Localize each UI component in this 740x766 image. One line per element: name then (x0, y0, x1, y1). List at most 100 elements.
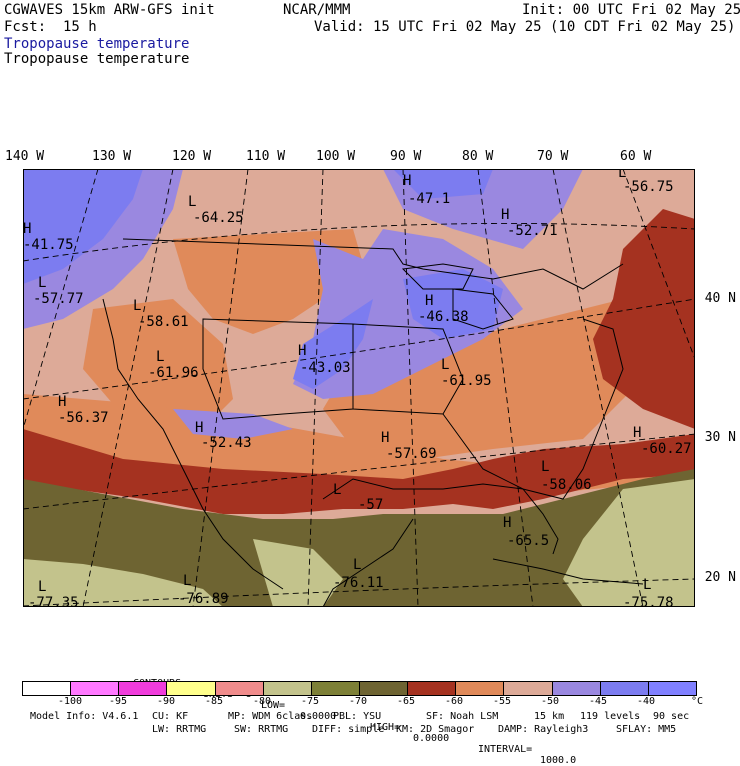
color-swatch (504, 682, 553, 695)
color-swatch (359, 682, 409, 695)
extremum-label: -64.25 (193, 210, 244, 226)
extremum-label: -75.78 (623, 595, 674, 607)
extremum-label: -57.77 (33, 291, 84, 307)
extremum-label: H (381, 430, 389, 446)
model-info-sf: SF: Noah LSM (426, 711, 499, 722)
extremum-label: -61.96 (148, 365, 199, 381)
model-info-damp: DAMP: Rayleigh3 (498, 724, 589, 735)
band-50-45-southwest (173, 409, 293, 439)
extremum-label: H (425, 293, 433, 309)
extremum-label: -47.1 (408, 191, 450, 207)
scale-tick: -65 (396, 696, 416, 707)
scale-tick: -75 (300, 696, 320, 707)
extremum-label: -61.95 (441, 373, 492, 389)
extremum-label: -77.35 (28, 595, 79, 607)
band-75-80-mexico (253, 539, 343, 607)
color-swatch (215, 682, 264, 695)
scale-unit: °C (690, 696, 704, 707)
extremum-label: L (188, 194, 196, 210)
interval-value: 1000.0 (540, 755, 577, 766)
scale-tick: -90 (156, 696, 176, 707)
extremum-label: H (58, 394, 66, 410)
forecast-hour: 15 h (63, 19, 97, 35)
lon-label-60w: 60 W (620, 149, 652, 164)
band-75-80-southeast (563, 479, 695, 607)
extremum-label: L (353, 557, 361, 573)
model-info-resolution: 15 km (534, 711, 565, 722)
extremum-label: L (333, 482, 341, 498)
lon-label-70w: 70 W (537, 149, 569, 164)
lon-label-140w: 140 W (5, 149, 45, 164)
model-info-sflay: SFLAY: MM5 (616, 724, 677, 735)
lon-label-100w: 100 W (316, 149, 356, 164)
extremum-label: -60.27 (641, 441, 692, 457)
scale-tick: -55 (492, 696, 512, 707)
model-info-diff: DIFF: simple (312, 724, 385, 735)
color-swatch (552, 682, 601, 695)
lat-label-30n: 30 N (704, 430, 736, 445)
extremum-label: -57.69 (386, 446, 437, 462)
extremum-label: H (503, 515, 511, 531)
tropopause-temperature-map: H -47.1 L -56.75 L -64.25 H -41.75 H -52… (23, 169, 695, 607)
color-swatch (119, 682, 168, 695)
extremum-label: -76.11 (333, 575, 384, 591)
extremum-label: -52.71 (507, 223, 558, 239)
extremum-label: H (633, 425, 641, 441)
extremum-label: -56.37 (58, 410, 109, 426)
low-label: LOW= (261, 700, 286, 711)
color-swatch (648, 682, 696, 695)
lat-label-20n: 20 N (704, 570, 736, 585)
band-65-70-south (23, 429, 695, 514)
extremum-label: L (38, 275, 46, 291)
extremum-label: H (501, 207, 509, 223)
band-60-65-west (83, 299, 233, 429)
low-value: 0.0000 (300, 711, 337, 722)
model-info-km: KM: 2D Smagor (396, 724, 475, 735)
lat-label-40n: 40 N (704, 291, 736, 306)
extremum-label: L (38, 579, 46, 595)
org-label: NCAR/MMM (283, 2, 351, 18)
model-info-levels: 119 levels (580, 711, 641, 722)
model-title: CGWAVES 15km ARW-GFS init (4, 2, 215, 18)
color-swatch (263, 682, 312, 695)
band-65-70-northeast (593, 209, 695, 429)
color-swatch (600, 682, 649, 695)
extremum-label: H (195, 420, 203, 436)
graticule (23, 169, 695, 607)
lon-label-120w: 120 W (172, 149, 212, 164)
extremum-label: L (618, 169, 626, 181)
extremum-label: -57 (358, 497, 383, 513)
model-info-version: Model Info: V4.6.1 (30, 711, 139, 722)
extremum-label: H (403, 173, 411, 189)
extremum-label: L (441, 357, 449, 373)
extremum-label: -58.06 (541, 477, 592, 493)
color-swatch (311, 682, 360, 695)
extremum-label: -43.03 (300, 360, 351, 376)
scale-tick: -70 (348, 696, 368, 707)
model-info-mp: MP: WDM 6class (228, 711, 313, 722)
extremum-label: L (643, 577, 651, 593)
valid-time: Valid: 15 UTC Fri 02 May 25 (10 CDT Fri … (314, 19, 736, 35)
color-swatch (23, 682, 72, 695)
extremum-label: L (156, 349, 164, 365)
high-value: 0.0000 (413, 733, 450, 744)
band-75-80-southwest (23, 559, 223, 607)
model-info-timestep: 90 sec (653, 711, 690, 722)
extrema-labels: H -47.1 L -56.75 L -64.25 H -41.75 H -52… (23, 169, 692, 607)
model-info-pbl: PBL: YSU (333, 711, 382, 722)
extremum-label: H (23, 221, 31, 237)
scale-tick: -80 (252, 696, 272, 707)
model-info-cu: CU: KF (152, 711, 189, 722)
band-45-40-north (393, 169, 493, 199)
extremum-label: -52.43 (201, 435, 252, 451)
lon-label-90w: 90 W (390, 149, 422, 164)
init-time: Init: 00 UTC Fri 02 May 25 (522, 2, 740, 18)
extremum-label: -41.75 (23, 237, 74, 253)
band-45-40-northwest (23, 169, 143, 284)
band-60-65-east (323, 299, 643, 459)
color-swatch (167, 682, 216, 695)
color-swatch (408, 682, 457, 695)
color-swatch (71, 682, 120, 695)
color-scale-bar (22, 681, 697, 696)
extremum-label: -58.61 (138, 314, 189, 330)
